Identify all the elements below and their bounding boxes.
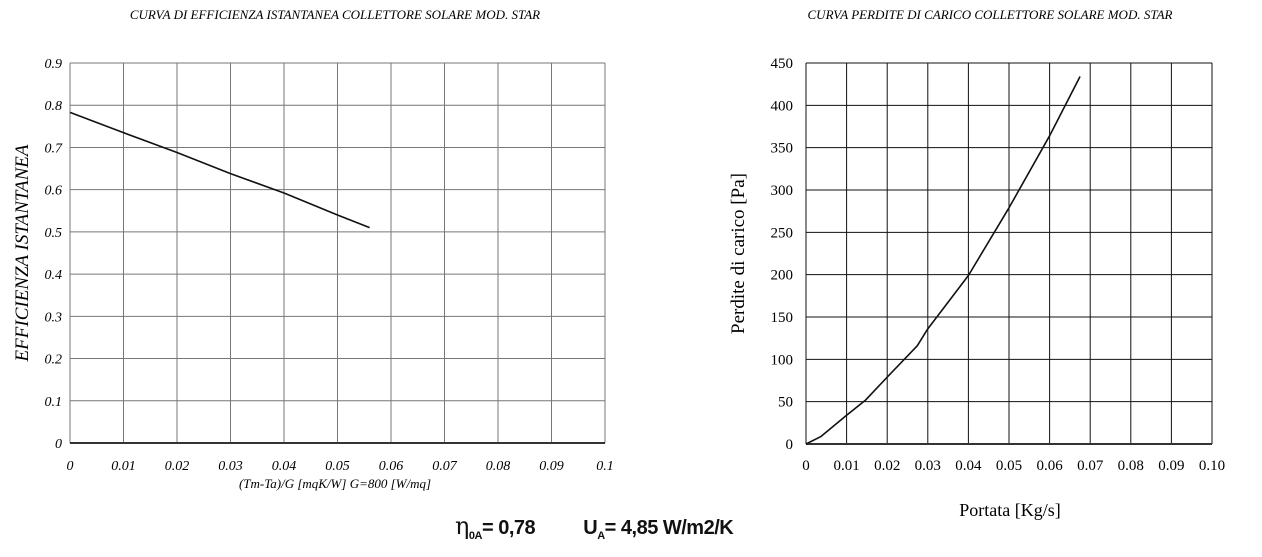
y-axis-label: EFFICIENZA ISTANTANEA — [12, 144, 33, 362]
collector-parameters: η0A= 0,78 UA= 4,85 W/m2/K — [455, 512, 734, 542]
y-tick-label: 0.1 — [45, 395, 63, 410]
y-tick-label: 400 — [771, 98, 794, 114]
x-tick-label: 0.09 — [1158, 458, 1184, 474]
x-tick-label: 0 — [67, 459, 74, 474]
x-tick-label: 0.05 — [325, 459, 350, 474]
x-tick-label: 0.08 — [486, 459, 511, 474]
y-axis-label: Perdite di carico [Pa] — [728, 173, 749, 334]
x-tick-label: 0.07 — [432, 459, 458, 474]
y-tick-label: 0 — [786, 437, 794, 453]
eta-symbol: η — [455, 512, 469, 540]
x-tick-label: 0.03 — [915, 458, 941, 474]
y-tick-label: 0.2 — [45, 353, 63, 368]
x-tick-label: 0.04 — [272, 459, 297, 474]
x-tick-label: 0.04 — [955, 458, 982, 474]
y-tick-label: 150 — [771, 310, 794, 326]
y-tick-label: 50 — [778, 395, 793, 411]
y-tick-label: 300 — [771, 183, 794, 199]
x-tick-label: 0.10 — [1199, 458, 1225, 474]
x-tick-label: 0.02 — [165, 459, 190, 474]
y-tick-label: 450 — [771, 56, 794, 72]
series-line — [805, 76, 1081, 445]
y-tick-label: 0.5 — [45, 226, 63, 241]
y-tick-label: 0.7 — [45, 141, 64, 156]
y-tick-label: 0.3 — [45, 310, 63, 325]
series-line — [69, 111, 370, 229]
chart-title: CURVA PERDITE DI CARICO COLLETTORE SOLAR… — [808, 7, 1173, 22]
x-tick-label: 0.06 — [379, 459, 404, 474]
y-tick-label: 200 — [771, 268, 794, 284]
x-tick-label: 0.01 — [111, 459, 136, 474]
y-tick-label: 0.8 — [45, 99, 63, 114]
y-tick-label: 0.9 — [45, 57, 63, 72]
y-tick-label: 100 — [771, 352, 794, 368]
y-tick-label: 0.6 — [45, 184, 63, 199]
x-axis-label: (Tm-Ta)/G [mqK/W] G=800 [W/mq] — [239, 476, 431, 491]
u-symbol: U — [583, 517, 598, 539]
u-value: = 4,85 W/m2/K — [604, 517, 734, 539]
y-tick-label: 250 — [771, 225, 794, 241]
x-tick-label: 0.1 — [596, 459, 614, 474]
eta-value: = 0,78 — [481, 517, 536, 539]
x-tick-label: 0.02 — [874, 458, 900, 474]
x-tick-label: 0.06 — [1036, 458, 1063, 474]
x-tick-label: 0.05 — [996, 458, 1022, 474]
x-tick-label: 0.08 — [1118, 458, 1144, 474]
chart-title: CURVA DI EFFICIENZA ISTANTANEA COLLETTOR… — [130, 7, 540, 22]
x-tick-label: 0.03 — [218, 459, 243, 474]
y-tick-label: 0 — [55, 437, 62, 452]
x-tick-label: 0.07 — [1077, 458, 1104, 474]
x-tick-label: 0.01 — [833, 458, 859, 474]
x-tick-label: 0.09 — [539, 459, 564, 474]
y-tick-label: 0.4 — [45, 268, 63, 283]
eta-subscript: 0A — [468, 530, 483, 542]
x-tick-label: 0 — [802, 458, 810, 474]
x-axis-label: Portata [Kg/s] — [959, 500, 1060, 520]
y-tick-label: 350 — [771, 141, 794, 157]
u-subscript: A — [597, 530, 605, 542]
